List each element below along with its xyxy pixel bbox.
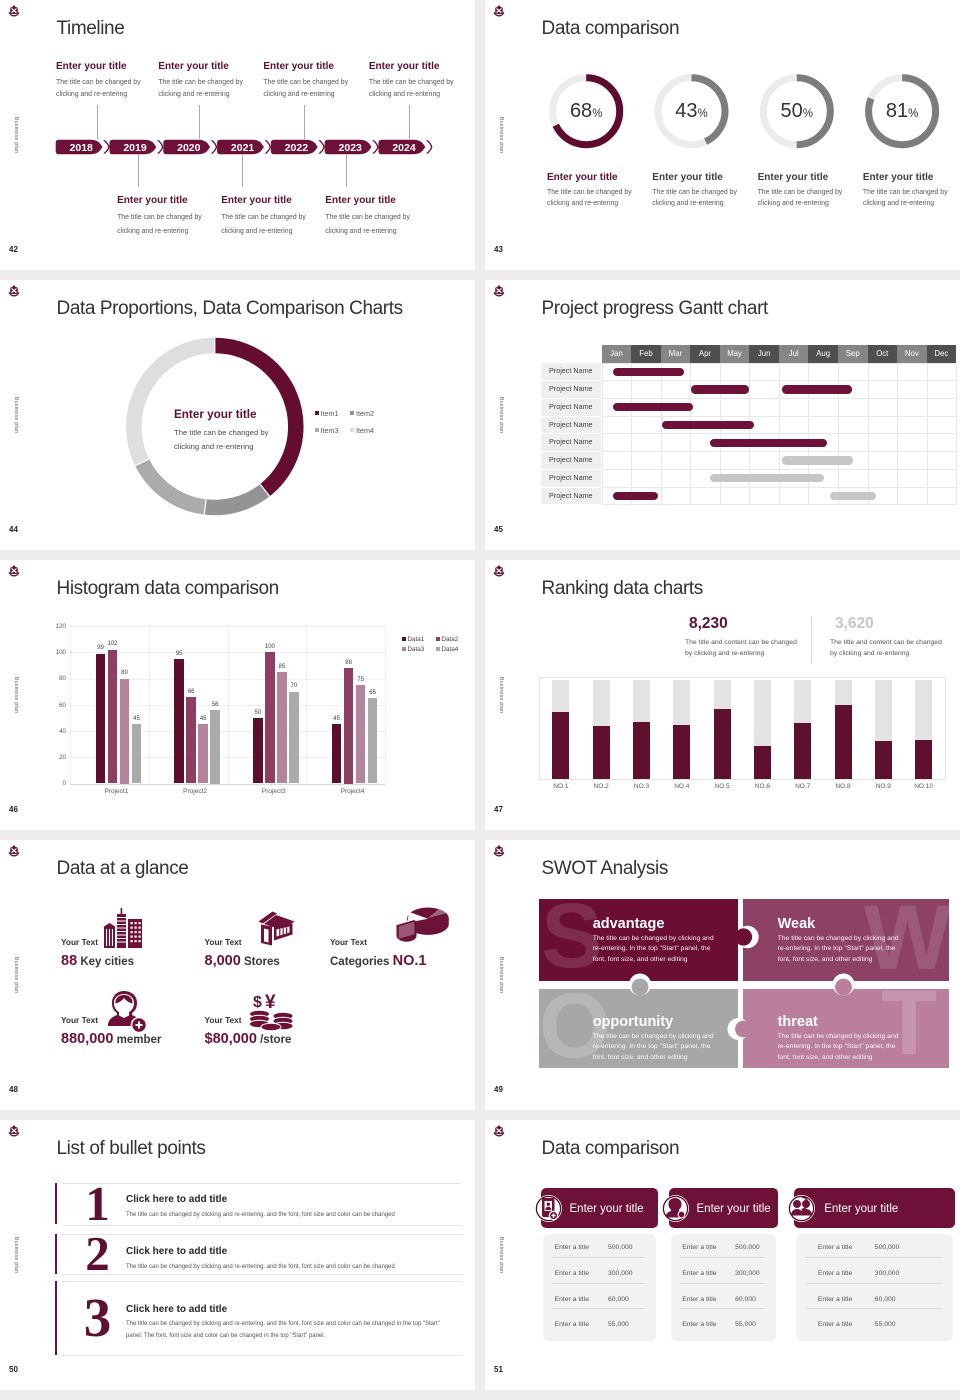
svg-text:2022: 2022 xyxy=(285,142,309,154)
svg-text:2021: 2021 xyxy=(231,142,255,154)
svg-text:2019: 2019 xyxy=(123,142,147,154)
svg-text:2018: 2018 xyxy=(70,142,94,154)
svg-text:2024: 2024 xyxy=(392,142,416,154)
svg-text:2023: 2023 xyxy=(339,142,363,154)
svg-text:$: $ xyxy=(253,994,262,1011)
svg-text:¥: ¥ xyxy=(265,992,276,1013)
svg-text:2020: 2020 xyxy=(177,142,201,154)
